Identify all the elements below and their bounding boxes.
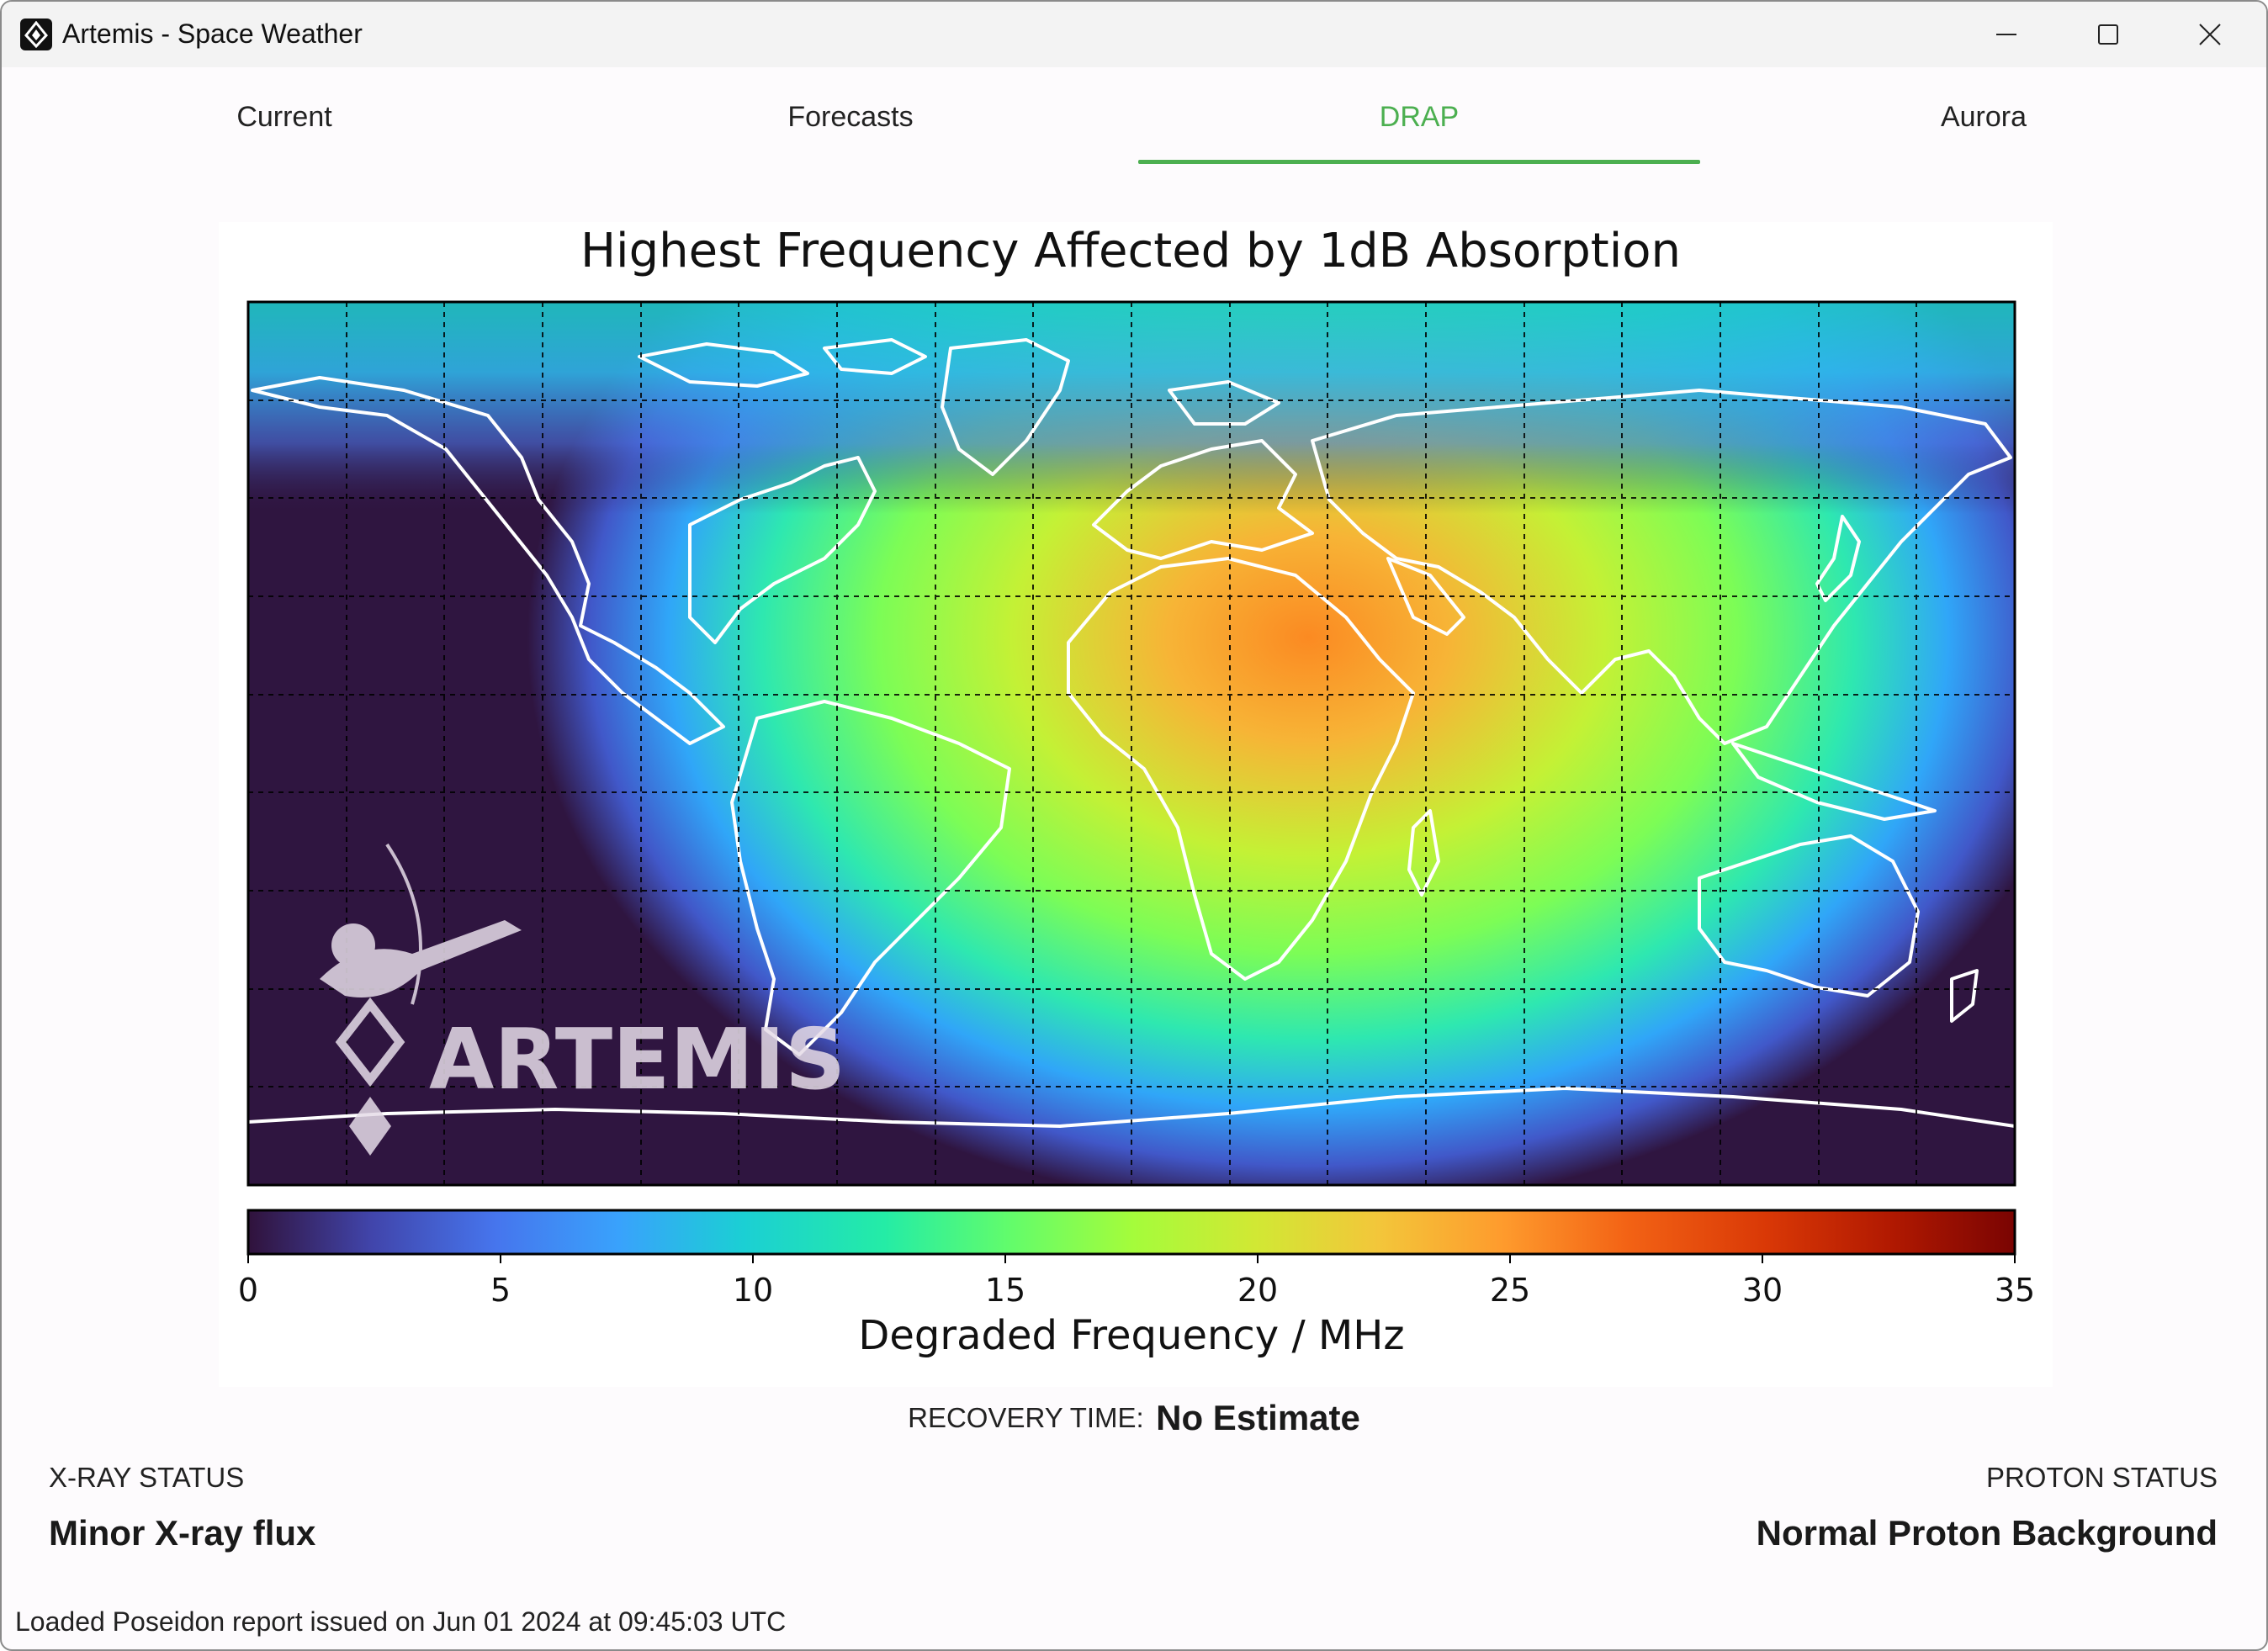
artemis-logo-icon xyxy=(20,19,52,50)
maximize-icon xyxy=(2098,24,2118,45)
xray-status-label: X-RAY STATUS xyxy=(49,1462,245,1493)
chart-title: Highest Frequency Affected by 1dB Absorp… xyxy=(580,224,1681,278)
tab-forecasts[interactable]: Forecasts xyxy=(568,67,1133,170)
tab-label: Current xyxy=(236,101,332,133)
recovery-time: RECOVERY TIME: No Estimate xyxy=(2,1398,2266,1438)
tab-aurora[interactable]: Aurora xyxy=(1701,67,2266,170)
artemis-watermark: ARTEMIS xyxy=(320,843,845,1156)
maximize-button[interactable] xyxy=(2058,2,2159,67)
heatmap-area: ARTEMIS xyxy=(248,302,2015,1185)
recovery-time-label: RECOVERY TIME: xyxy=(908,1402,1144,1433)
map-gridlines xyxy=(248,302,2015,1185)
tab-drap[interactable]: DRAP xyxy=(1137,67,1702,170)
colorbar-tick-label: 25 xyxy=(1490,1272,1530,1309)
tab-current[interactable]: Current xyxy=(2,67,567,170)
coastlines xyxy=(248,338,2015,1128)
close-button[interactable] xyxy=(2159,2,2260,67)
tab-label: Forecasts xyxy=(787,101,914,133)
close-icon xyxy=(2199,24,2221,45)
colorbar-tick-label: 10 xyxy=(733,1272,773,1309)
colorbar-tick-label: 15 xyxy=(985,1272,1025,1309)
window-title: Artemis - Space Weather xyxy=(62,19,363,49)
colorbar-tick-label: 5 xyxy=(490,1272,511,1309)
watermark-text: ARTEMIS xyxy=(429,1010,845,1109)
tab-label: Aurora xyxy=(1940,101,2027,133)
xray-status-value: Minor X-ray flux xyxy=(49,1513,316,1553)
drap-chart: Highest Frequency Affected by 1dB Absorp… xyxy=(238,224,2035,1359)
colorbar-tick-label: 20 xyxy=(1237,1272,1278,1309)
colorbar-ticks: 0 5 10 15 20 25 30 35 xyxy=(238,1254,2035,1309)
colorbar-label: Degraded Frequency / MHz xyxy=(858,1312,1404,1359)
colorbar-tick-label: 0 xyxy=(238,1272,258,1309)
colorbar-tick-label: 35 xyxy=(1995,1272,2035,1309)
title-bar[interactable]: Artemis - Space Weather xyxy=(2,2,2266,67)
recovery-time-value: No Estimate xyxy=(1156,1398,1360,1437)
active-tab-indicator xyxy=(1138,160,1700,164)
colorbar-tick-label: 30 xyxy=(1742,1272,1783,1309)
proton-status-label: PROTON STATUS xyxy=(1985,1462,2218,1493)
tab-label: DRAP xyxy=(1379,101,1460,133)
proton-status-value: Normal Proton Background xyxy=(1756,1513,2218,1553)
tab-bar: Current Forecasts DRAP Aurora xyxy=(2,67,2266,170)
minimize-icon xyxy=(1996,34,2016,35)
status-bar-text: Loaded Poseidon report issued on Jun 01 … xyxy=(15,1606,787,1637)
colorbar xyxy=(246,1209,2016,1256)
drap-chart-panel: Highest Frequency Affected by 1dB Absorp… xyxy=(219,222,2053,1387)
map-frame xyxy=(246,300,2016,1187)
minimize-button[interactable] xyxy=(1956,2,2057,67)
